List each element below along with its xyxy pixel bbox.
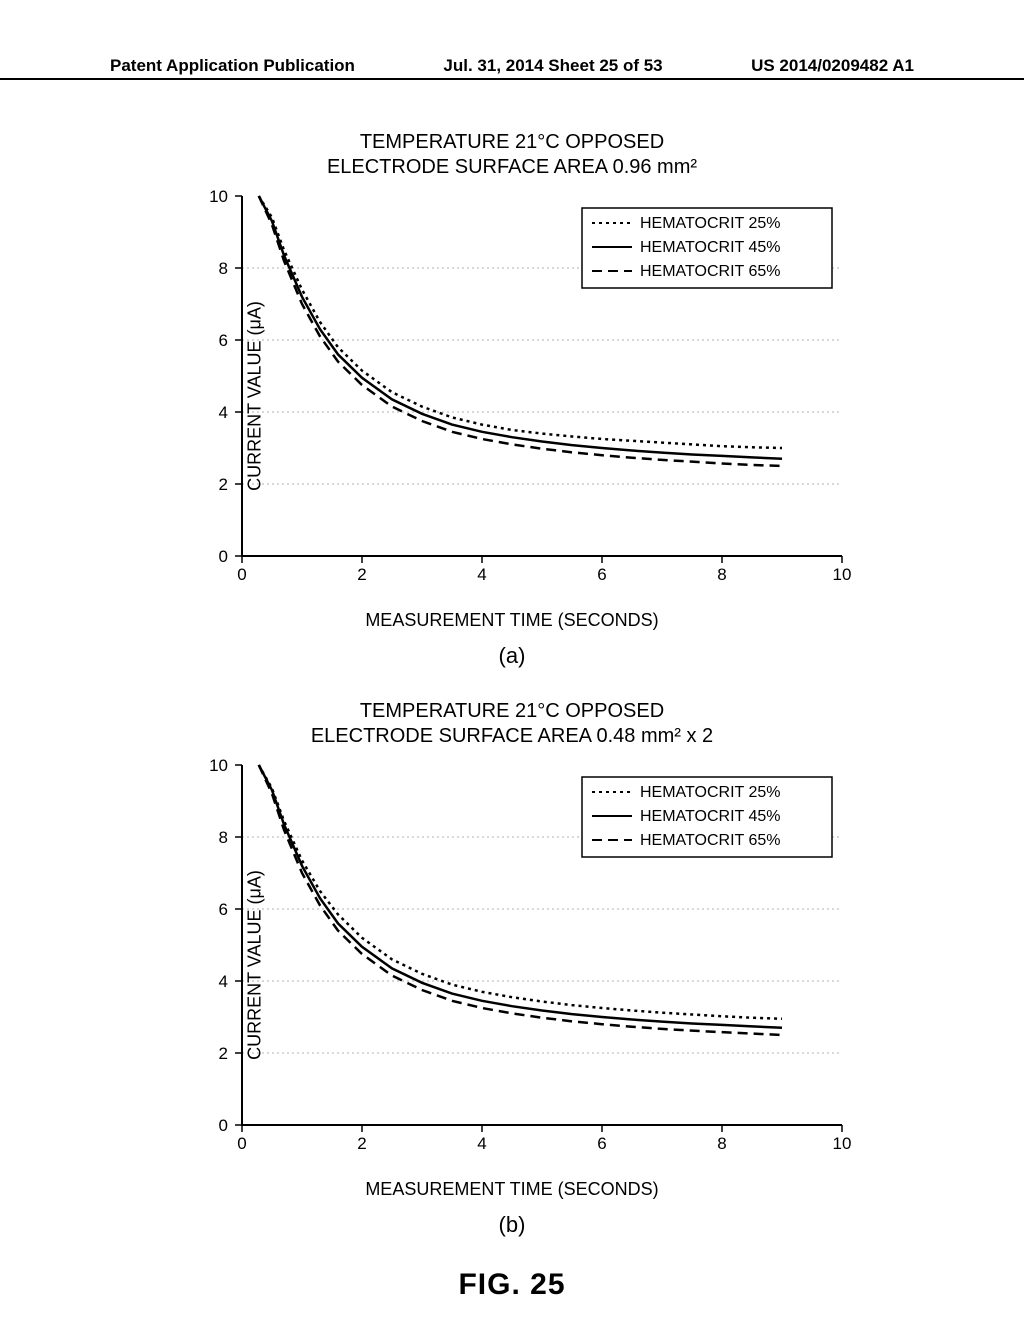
svg-text:0: 0 [237,565,246,584]
svg-text:10: 10 [209,187,228,206]
svg-text:8: 8 [219,259,228,278]
chart-b-title-line1: TEMPERATURE 21°C OPPOSED [360,700,664,722]
chart-b-sublabel: (b) [172,1212,852,1238]
header-right: US 2014/0209482 A1 [751,56,914,76]
svg-text:HEMATOCRIT 65%: HEMATOCRIT 65% [640,263,780,280]
chart-b-title: TEMPERATURE 21°C OPPOSED ELECTRODE SURFA… [172,699,852,749]
svg-text:10: 10 [833,565,852,584]
svg-text:6: 6 [219,900,228,919]
figure-label: FIG. 25 [0,1268,1024,1302]
chart-b-plot: CURRENT VALUE (μA) 0 2 4 6 8 10 0 2 4 6 8 10 HEMATOC… [172,755,852,1175]
svg-text:10: 10 [209,756,228,775]
svg-text:HEMATOCRIT 25%: HEMATOCRIT 25% [640,215,780,232]
chart-a-title-line1: TEMPERATURE 21°C OPPOSED [360,131,664,153]
svg-text:6: 6 [597,565,606,584]
chart-a: TEMPERATURE 21°C OPPOSED ELECTRODE SURFA… [172,130,852,669]
svg-text:8: 8 [717,1134,726,1153]
svg-text:0: 0 [219,547,228,566]
chart-a-xlabel: MEASUREMENT TIME (SECONDS) [172,610,852,631]
svg-text:6: 6 [219,331,228,350]
chart-b-title-line2: ELECTRODE SURFACE AREA 0.48 mm² x 2 [311,725,713,747]
svg-text:0: 0 [237,1134,246,1153]
svg-text:2: 2 [219,475,228,494]
svg-text:4: 4 [477,1134,486,1153]
svg-text:6: 6 [597,1134,606,1153]
svg-text:4: 4 [219,972,228,991]
header-left: Patent Application Publication [110,56,355,76]
svg-text:HEMATOCRIT 45%: HEMATOCRIT 45% [640,808,780,825]
svg-text:4: 4 [477,565,486,584]
svg-text:HEMATOCRIT 25%: HEMATOCRIT 25% [640,784,780,801]
chart-a-sublabel: (a) [172,643,852,669]
svg-text:0: 0 [219,1116,228,1135]
chart-a-plot: CURRENT VALUE (μA) 0 2 4 6 8 10 0 2 4 6 8 10 HEMATOC… [172,186,852,606]
svg-text:HEMATOCRIT 45%: HEMATOCRIT 45% [640,239,780,256]
chart-b-svg: 0 2 4 6 8 10 0 2 4 6 8 10 HEMATOCRIT 25% HEMATOCRIT 4… [172,755,852,1155]
page-body: TEMPERATURE 21°C OPPOSED ELECTRODE SURFA… [0,130,1024,1302]
chart-a-title-line2: ELECTRODE SURFACE AREA 0.96 mm² [327,156,697,178]
chart-a-ylabel: CURRENT VALUE (μA) [244,301,265,491]
svg-text:4: 4 [219,403,228,422]
svg-text:8: 8 [717,565,726,584]
chart-a-svg: 0 2 4 6 8 10 0 2 4 6 8 10 HEMATOCRIT 25% HEMATOCRIT 4… [172,186,852,586]
chart-a-title: TEMPERATURE 21°C OPPOSED ELECTRODE SURFA… [172,130,852,180]
svg-text:10: 10 [833,1134,852,1153]
svg-text:8: 8 [219,828,228,847]
svg-text:2: 2 [357,565,366,584]
svg-text:2: 2 [357,1134,366,1153]
svg-text:HEMATOCRIT 65%: HEMATOCRIT 65% [640,832,780,849]
svg-text:2: 2 [219,1044,228,1063]
chart-b-xlabel: MEASUREMENT TIME (SECONDS) [172,1179,852,1200]
header-center: Jul. 31, 2014 Sheet 25 of 53 [443,56,662,76]
page-header: Patent Application Publication Jul. 31, … [0,78,1024,100]
chart-b: TEMPERATURE 21°C OPPOSED ELECTRODE SURFA… [172,699,852,1238]
chart-b-ylabel: CURRENT VALUE (μA) [244,870,265,1060]
